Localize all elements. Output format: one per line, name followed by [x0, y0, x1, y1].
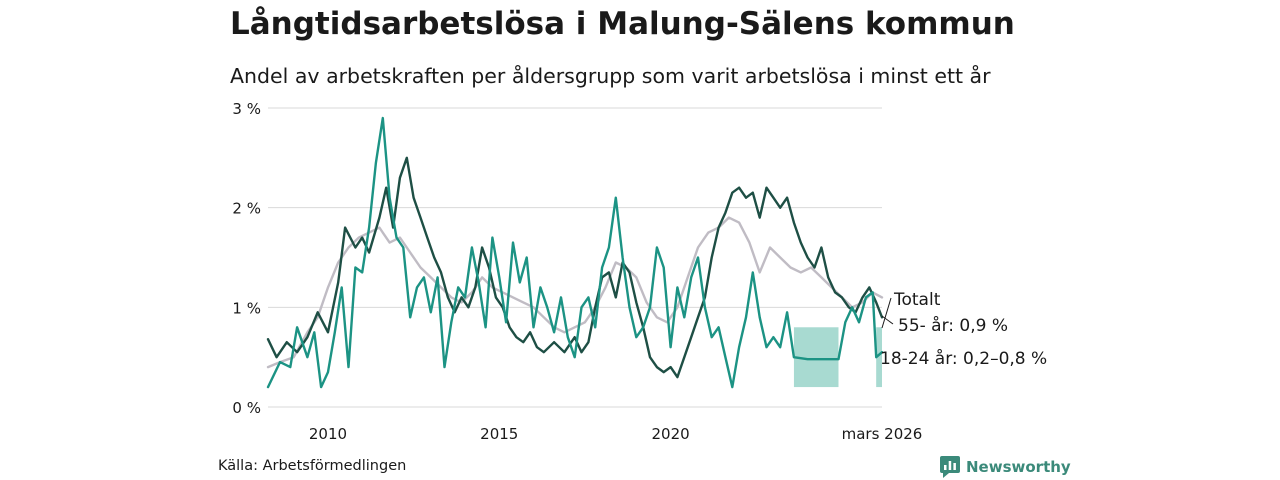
series-line-age18_24: [266, 116, 884, 389]
series-layer: [266, 116, 884, 389]
brand-name: Newsworthy: [966, 458, 1071, 476]
series-line-age55: [266, 156, 884, 379]
x-tick-label: 2020: [652, 425, 690, 443]
label-leader-age55: [881, 315, 894, 325]
series-end-label-totalt: Totalt: [893, 290, 941, 310]
chart-subtitle: Andel av arbetskraften per åldersgrupp s…: [230, 64, 991, 88]
y-tick-label: 1 %: [232, 299, 261, 317]
brand-logo: Newsworthy: [940, 456, 1071, 478]
y-tick-label: 2 %: [232, 200, 261, 218]
x-tick-label: mars 2026: [842, 425, 923, 443]
newsworthy-logo-icon: [940, 456, 960, 478]
chart-title: Långtidsarbetslösa i Malung-Sälens kommu…: [230, 6, 1015, 42]
y-tick-label: 0 %: [232, 399, 261, 417]
label-layer: Totalt 55- år: 0,9 % 18-24 år: 0,2–0,8 %: [880, 290, 1047, 369]
grid-layer: 0 % 1 % 2 % 3 % 2010 2015 2020 mars 2026: [232, 100, 922, 443]
series-end-label-age55: 55- år: 0,9 %: [898, 315, 1008, 336]
uncertainty-band-18-24-latest: [876, 327, 882, 388]
x-tick-label: 2015: [480, 425, 518, 443]
x-tick-label: 2010: [309, 425, 347, 443]
y-tick-label: 3 %: [232, 100, 261, 118]
band-layer: [793, 327, 882, 388]
series-end-label-age18_24: 18-24 år: 0,2–0,8 %: [880, 348, 1047, 369]
source-note: Källa: Arbetsförmedlingen: [218, 458, 407, 474]
label-leader-totalt: [881, 297, 892, 329]
chart: 0 % 1 % 2 % 3 % 2010 2015 2020 mars 2026 Totalt…: [232, 100, 1047, 443]
